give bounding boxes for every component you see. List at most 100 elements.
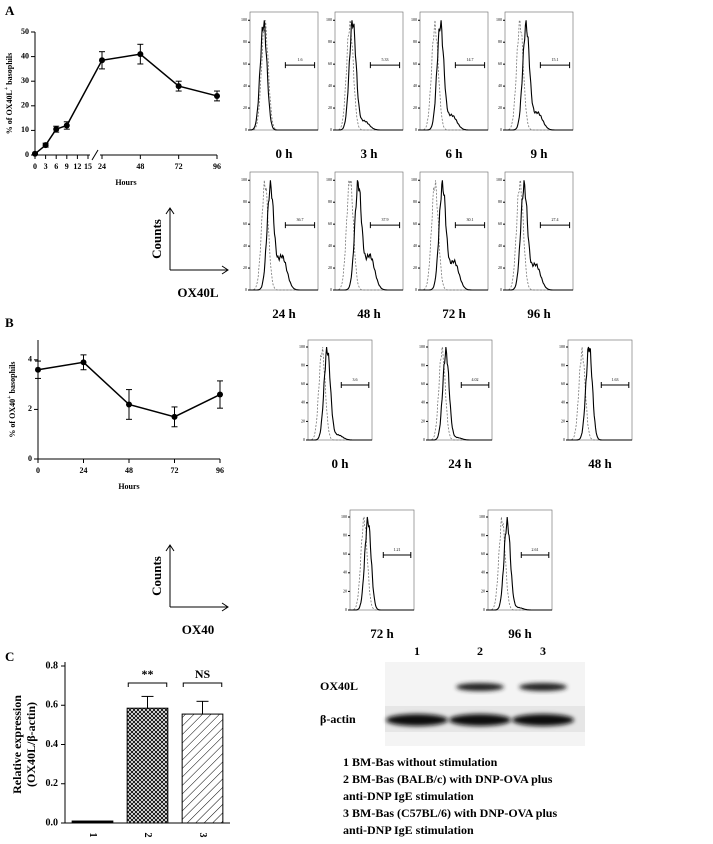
error-bar [141, 695, 154, 709]
histogram-y-tick-label: 20 [243, 265, 247, 270]
histogram-frame [249, 171, 319, 291]
histogram-y-tick-label: 20 [343, 588, 347, 593]
y-axis-label: % of OX40L+ basophils [4, 53, 13, 134]
x-tick-label: 1 [87, 833, 98, 838]
x-tick-label: 24 [80, 466, 88, 475]
panel-label: A [5, 3, 15, 18]
histogram-y-tick-label: 0 [415, 127, 417, 132]
gate-value: 37.9 [381, 217, 388, 222]
histogram-y-tick-label: 20 [421, 418, 425, 423]
histogram-y-tick-label: 0 [330, 287, 332, 292]
histogram-y-tick-label: 20 [243, 105, 247, 110]
x-tick-label: 96 [213, 162, 221, 171]
isotype-curve [505, 179, 573, 291]
histogram-y-tick-label: 100 [559, 344, 565, 349]
histogram-y-tick-label: 0 [500, 287, 502, 292]
marker-label: OX40 [182, 622, 215, 637]
gate [460, 382, 490, 388]
row-label: β-actin [320, 712, 356, 726]
histogram-y-tick-label: 100 [326, 17, 332, 22]
stained-curve [568, 346, 632, 441]
histogram-y-tick-label: 0 [245, 287, 247, 292]
histogram-y-tick-label: 60 [421, 381, 425, 386]
histogram-y-tick-label: 0 [415, 287, 417, 292]
gate-value: 30.1 [466, 217, 473, 222]
histogram-y-tick-label: 100 [411, 177, 417, 182]
axis-break [91, 149, 99, 161]
x-tick-label: 48 [125, 466, 133, 475]
histogram-y-tick-label: 60 [413, 221, 417, 226]
y-tick-label: 2 [28, 404, 32, 413]
gate-value: 1.63 [612, 377, 619, 382]
histogram-y-tick-label: 80 [413, 39, 417, 44]
legend-line: 3 BM-Bas (C57BL/6) with DNP-OVA plus [343, 806, 557, 820]
histogram-y-tick-label: 80 [498, 199, 502, 204]
y-axis-label: (OX40L/β-actin) [24, 702, 38, 787]
isotype-curve [420, 20, 488, 131]
stained-curve [250, 180, 318, 291]
y-axis-label: % of OX40+ basophils [7, 361, 16, 437]
significance-bracket [182, 682, 223, 687]
y-tick-label: 0 [25, 150, 29, 159]
isotype-curve [335, 178, 403, 291]
y-axis-label-part: % of OX40 [8, 399, 17, 438]
gate [382, 552, 412, 558]
legend-line: anti-DNP IgE stimulation [343, 823, 474, 837]
y-axis-label-part: % of OX40L [5, 90, 14, 134]
histogram-y-tick-label: 40 [343, 570, 347, 575]
data-point [137, 51, 144, 58]
histogram-frame [504, 11, 574, 131]
histogram-y-tick-label: 40 [413, 83, 417, 88]
bar [181, 713, 224, 824]
legend-line: anti-DNP IgE stimulation [343, 789, 474, 803]
time-label: 0 h [332, 456, 350, 471]
histogram-frame [334, 171, 404, 291]
time-label: 72 h [442, 306, 466, 321]
stained-curve [335, 20, 403, 131]
histogram-y-tick-label: 20 [328, 265, 332, 270]
histogram-frame [349, 509, 415, 611]
x-tick-label: 12 [73, 162, 81, 171]
x-tick-label: 24 [98, 162, 106, 171]
x-tick-label: 9 [65, 162, 69, 171]
time-label: 3 h [361, 146, 379, 161]
histogram-y-tick-label: 80 [328, 39, 332, 44]
y-tick-label: 0.2 [46, 778, 59, 789]
x-tick-label: 3 [44, 162, 48, 171]
stained-curve [335, 180, 403, 291]
blot-band [386, 714, 448, 726]
histogram-y-tick-label: 40 [328, 243, 332, 248]
histogram-y-tick-label: 100 [241, 17, 247, 22]
histogram-y-tick-label: 20 [328, 105, 332, 110]
stained-curve [488, 516, 552, 611]
histogram-y-tick-label: 80 [243, 199, 247, 204]
histogram-y-tick-label: 60 [343, 551, 347, 556]
x-tick-label: 3 [197, 833, 208, 838]
data-point [214, 92, 220, 99]
data-point [53, 126, 60, 133]
histogram-y-tick-label: 100 [479, 514, 485, 519]
histogram-y-tick-label: 20 [413, 265, 417, 270]
histogram-y-tick-label: 40 [243, 83, 247, 88]
stained-curve [308, 346, 372, 441]
stained-curve [420, 20, 488, 131]
y-tick-label: 50 [21, 27, 29, 36]
histogram-y-tick-label: 20 [561, 418, 565, 423]
histogram-y-tick-label: 60 [481, 551, 485, 556]
histogram-y-tick-label: 40 [498, 83, 502, 88]
histogram-y-tick-label: 60 [243, 61, 247, 66]
gate [284, 62, 316, 69]
legend-line: 2 BM-Bas (BALB/c) with DNP-OVA plus [343, 772, 553, 786]
gate-value: 14.7 [466, 57, 473, 62]
y-tick-label: 0.4 [46, 739, 59, 750]
gate [369, 62, 401, 69]
histogram-y-tick-label: 20 [301, 418, 305, 423]
histogram-y-tick-label: 80 [328, 199, 332, 204]
gate [454, 62, 486, 69]
gate-value: 4.02 [472, 377, 479, 382]
y-tick-label: 4 [28, 355, 32, 364]
histogram-y-tick-label: 80 [301, 363, 305, 368]
histogram-y-tick-label: 40 [301, 400, 305, 405]
histogram-y-tick-label: 0 [500, 127, 502, 132]
y-tick-label: 10 [21, 125, 29, 134]
